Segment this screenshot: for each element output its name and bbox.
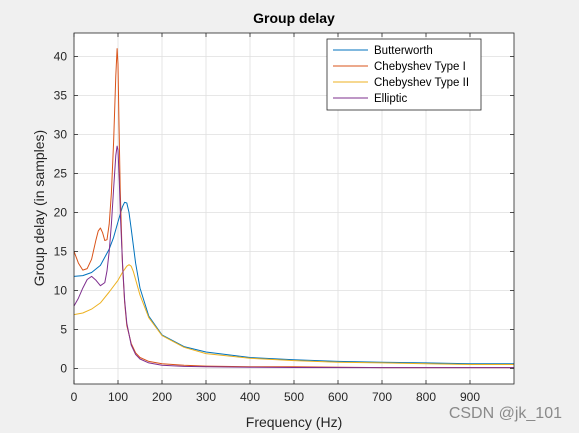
x-axis-ticks: 0 100 200 300 400 500 600 700 800 900 — [71, 33, 480, 404]
x-tick-label: 200 — [152, 390, 172, 404]
legend-entry-1: Chebyshev Type I — [374, 61, 466, 73]
series-line-2 — [73, 264, 514, 365]
legend[interactable]: Butterworth Chebyshev Type I Chebyshev Typ… — [326, 38, 482, 111]
y-axis-label: Group delay (in samples) — [31, 130, 47, 286]
series-line-3 — [73, 145, 514, 369]
x-axis-label: Frequency (Hz) — [246, 414, 342, 430]
x-tick-label: 600 — [328, 390, 348, 404]
y-tick-label: 30 — [54, 127, 68, 141]
x-tick-label: 700 — [372, 390, 392, 404]
legend-entry-0: Butterworth — [374, 45, 433, 57]
x-tick-label: 900 — [460, 390, 480, 404]
y-axis-ticks: 0 5 10 15 20 25 30 35 40 — [54, 49, 514, 375]
y-tick-label: 15 — [54, 244, 68, 258]
y-tick-label: 40 — [54, 49, 68, 63]
grid-lines — [73, 33, 514, 384]
y-tick-label: 5 — [60, 322, 67, 336]
y-tick-label: 10 — [54, 283, 68, 297]
y-tick-label: 0 — [60, 361, 67, 375]
x-tick-label: 500 — [284, 390, 304, 404]
x-tick-label: 300 — [196, 390, 216, 404]
x-tick-label: 400 — [240, 390, 260, 404]
x-tick-label: 100 — [108, 390, 128, 404]
y-tick-label: 35 — [54, 88, 68, 102]
series-line-1 — [73, 48, 514, 369]
x-tick-label: 800 — [416, 390, 436, 404]
x-tick-label: 0 — [71, 390, 78, 404]
legend-entry-2: Chebyshev Type II — [374, 77, 469, 89]
chart-title: Group delay — [253, 10, 335, 26]
y-tick-label: 20 — [54, 205, 68, 219]
y-tick-label: 25 — [54, 166, 68, 180]
legend-entry-3: Elliptic — [374, 93, 407, 105]
watermark-text: CSDN @jk_101 — [449, 405, 562, 422]
series-lines — [73, 48, 514, 369]
